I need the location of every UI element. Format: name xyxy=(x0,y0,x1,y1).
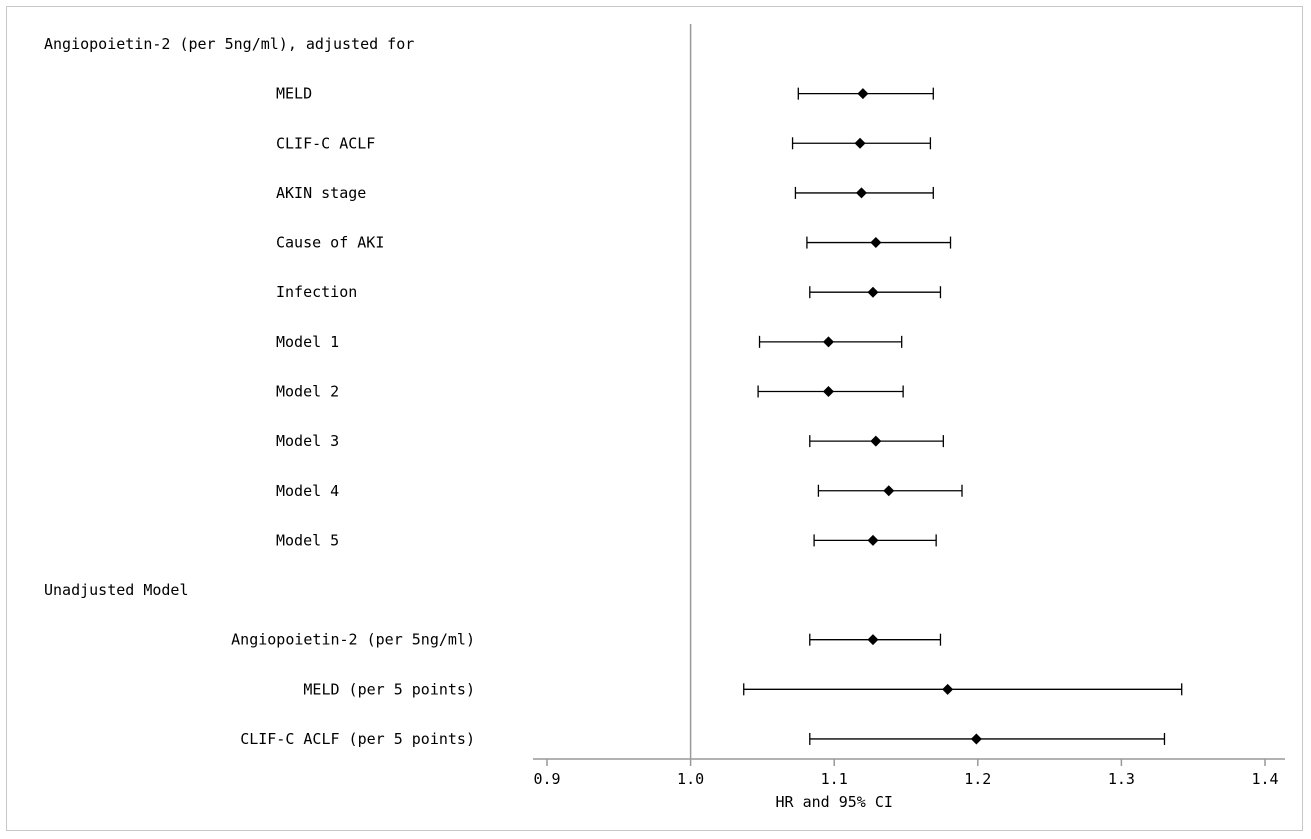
x-axis-title: HR and 95% CI xyxy=(775,793,892,811)
hr-point-marker xyxy=(867,286,879,298)
hr-point-marker xyxy=(822,385,834,397)
row-label: CLIF-C ACLF xyxy=(276,134,375,152)
row-header-label: Angiopoietin-2 (per 5ng/ml), adjusted fo… xyxy=(44,35,414,53)
row-label: Model 1 xyxy=(276,333,339,351)
row-label: AKIN stage xyxy=(276,184,366,202)
row-label: MELD xyxy=(276,85,312,103)
row-header-label: Unadjusted Model xyxy=(44,581,189,599)
hr-point-marker xyxy=(870,237,882,249)
hr-point-marker xyxy=(867,634,879,646)
row-label: Model 2 xyxy=(276,382,339,400)
row-label: MELD (per 5 points) xyxy=(303,680,475,698)
forest-plot: 0.9 1.0 1.1 1.2 1.3 1.4 HR and 95% CI Angiopoie… xyxy=(44,24,1285,811)
hr-point-marker xyxy=(867,534,879,546)
hr-point-marker xyxy=(854,137,866,149)
chart-frame: 0.9 1.0 1.1 1.2 1.3 1.4 HR and 95% CI Angiopoie… xyxy=(6,6,1303,831)
x-tick-label: 1.4 xyxy=(1251,770,1278,788)
hr-point-marker xyxy=(857,88,869,100)
hr-point-marker xyxy=(942,683,954,695)
hr-point-marker xyxy=(883,485,895,497)
hr-point-marker xyxy=(970,733,982,745)
hr-point-marker xyxy=(870,435,882,447)
row-label: Model 5 xyxy=(276,531,339,549)
row-label: Model 4 xyxy=(276,482,339,500)
x-tick-label: 1.0 xyxy=(677,770,704,788)
row-label: Angiopoietin-2 (per 5ng/ml) xyxy=(231,631,475,649)
row-label: Infection xyxy=(276,283,357,301)
row-label: CLIF-C ACLF (per 5 points) xyxy=(240,730,475,748)
row-label: Cause of AKI xyxy=(276,234,384,252)
x-tick-label: 1.3 xyxy=(1108,770,1135,788)
hr-point-marker xyxy=(822,336,834,348)
x-tick-label: 1.1 xyxy=(821,770,848,788)
x-tick-label: 1.2 xyxy=(964,770,991,788)
hr-point-marker xyxy=(855,187,867,199)
row-label: Model 3 xyxy=(276,432,339,450)
x-tick-label: 0.9 xyxy=(533,770,560,788)
